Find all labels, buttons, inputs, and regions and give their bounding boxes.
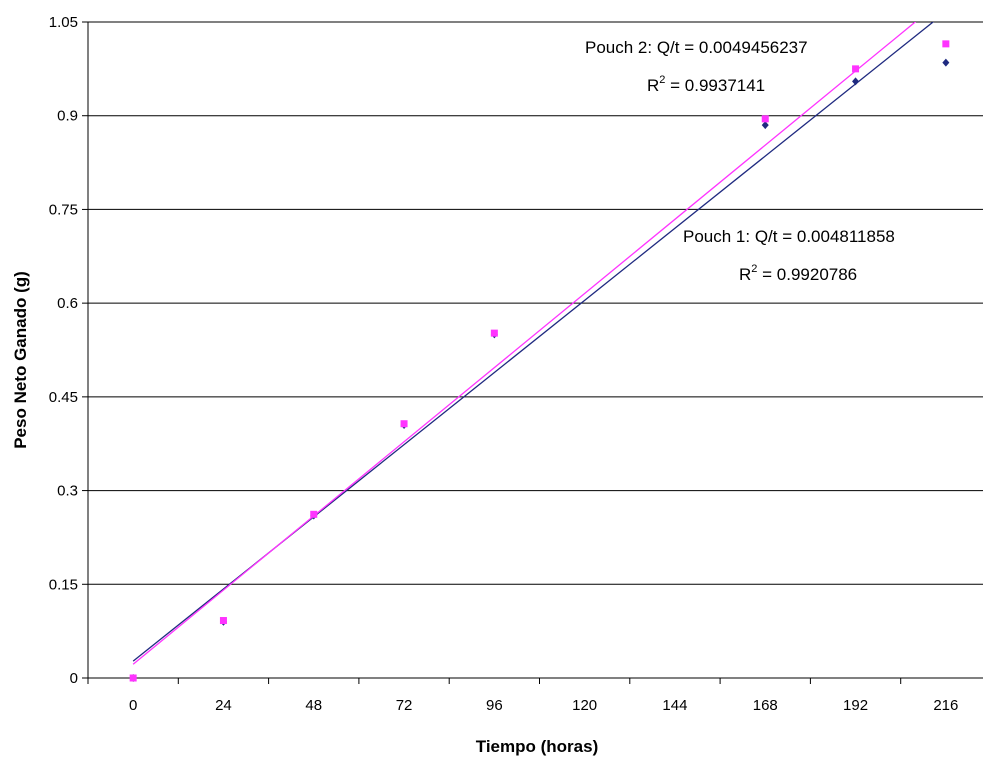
- point-series-2-5: [761, 115, 769, 123]
- point-series-2-1: [219, 617, 227, 625]
- point-series-1-5: [761, 121, 769, 130]
- x-tick-label-6: 144: [662, 697, 687, 714]
- point-series-2-2: [310, 510, 318, 518]
- axes: [82, 21, 983, 684]
- x-tick-label-1: 24: [215, 697, 232, 714]
- point-series-2-4: [490, 329, 498, 337]
- annotation-pouch2-r2: R2 = 0.9937141: [647, 74, 765, 95]
- y-tick-label-2: 0.3: [57, 483, 78, 500]
- y-tick-label-0: 0: [70, 670, 78, 687]
- annotation-pouch2-equation: Pouch 2: Q/t = 0.0049456237: [585, 38, 808, 57]
- y-tick-label-3: 0.45: [49, 389, 78, 406]
- y-tick-labels: 0 0.15 0.3 0.45 0.6 0.75 0.9 1.05: [49, 14, 78, 687]
- annotation-pouch2-r2-value: = 0.9937141: [665, 76, 765, 95]
- x-tick-label-7: 168: [753, 697, 778, 714]
- y-tick-label-1: 0.15: [49, 576, 78, 593]
- grid-lines: [88, 21, 983, 585]
- annotation-pouch1: Pouch 1: Q/t = 0.004811858 R2 = 0.992078…: [683, 227, 895, 284]
- x-tick-labels: 0 24 48 72 96 120 144 168 192 216: [129, 697, 958, 714]
- x-tick-label-0: 0: [129, 697, 137, 714]
- annotation-pouch2-r2-prefix: R: [647, 76, 659, 95]
- y-axis-title: Peso Neto Ganado (g): [11, 271, 30, 449]
- point-series-2-3: [400, 420, 408, 428]
- annotation-pouch1-r2-sup: 2: [751, 263, 757, 275]
- x-tick-label-9: 216: [933, 697, 958, 714]
- x-tick-label-4: 96: [486, 697, 503, 714]
- point-series-1-6: [852, 77, 860, 86]
- annotation-pouch1-r2-value: = 0.9920786: [757, 265, 857, 284]
- y-tick-label-6: 0.9: [57, 108, 78, 125]
- x-tick-label-8: 192: [843, 697, 868, 714]
- annotation-pouch2-r2-sup: 2: [659, 74, 665, 86]
- annotation-pouch1-equation: Pouch 1: Q/t = 0.004811858: [683, 227, 895, 246]
- y-tick-label-7: 1.05: [49, 14, 78, 31]
- x-tick-label-3: 72: [396, 697, 413, 714]
- annotation-pouch2: Pouch 2: Q/t = 0.0049456237 R2 = 0.99371…: [585, 38, 808, 95]
- x-tick-label-2: 48: [305, 697, 322, 714]
- x-axis-title: Tiempo (horas): [476, 737, 598, 756]
- annotation-pouch1-r2-prefix: R: [739, 265, 751, 284]
- point-series-2-6: [852, 65, 860, 73]
- trend-line-series-2: [132, 22, 917, 665]
- y-tick-label-4: 0.6: [57, 295, 78, 312]
- data-points: [129, 40, 950, 682]
- trend-lines: [132, 22, 935, 665]
- point-series-2-7: [942, 40, 950, 48]
- annotation-pouch1-r2: R2 = 0.9920786: [739, 263, 857, 284]
- plot-area: [88, 22, 983, 678]
- y-tick-label-5: 0.75: [49, 201, 78, 218]
- x-tick-label-5: 120: [572, 697, 597, 714]
- point-series-2-0: [129, 674, 137, 682]
- point-series-1-7: [942, 58, 950, 67]
